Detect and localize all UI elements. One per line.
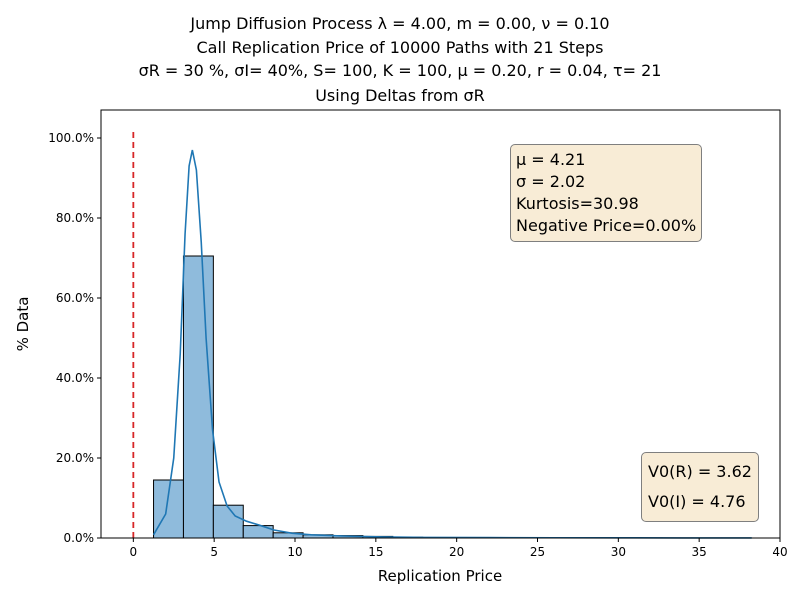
stats-box: μ = 4.21 σ = 2.02 Kurtosis=30.98 Negativ… [510, 144, 703, 242]
x-axis-label: Replication Price [378, 567, 502, 585]
y-tick-label: 60.0% [56, 291, 94, 305]
y-tick-label: 40.0% [56, 371, 94, 385]
x-tick-label: 30 [611, 545, 626, 559]
title-line-1-text: Jump Diffusion Process λ = 4.00, m = 0.0… [190, 14, 610, 33]
title-line-4: Using Deltas from σR [0, 86, 800, 105]
histogram-bar [153, 479, 184, 539]
stats-mean: μ = 4.21 [516, 150, 586, 169]
price-box: V0(R) = 3.62 V0(I) = 4.76 [641, 452, 759, 522]
histogram-bar [182, 255, 214, 539]
title-line-3-text: σR = 30 %, σI= 40%, S= 100, K = 100, μ =… [138, 61, 662, 80]
x-ticks-layer: 0 5 10 15 20 25 30 35 40 [130, 538, 788, 559]
bars-layer [153, 255, 753, 539]
x-tick-label: 40 [772, 545, 787, 559]
stats-kurtosis: Kurtosis=30.98 [516, 194, 639, 213]
y-tick-label: 0.0% [64, 531, 95, 545]
y-axis-label: % Data [14, 297, 32, 352]
x-tick-label: 15 [368, 545, 383, 559]
y-tick-label: 20.0% [56, 451, 94, 465]
title-line-2: Call Replication Price of 10000 Paths wi… [0, 38, 800, 57]
y-tick-label: 100.0% [48, 131, 94, 145]
x-tick-label: 0 [130, 545, 138, 559]
x-tick-label: 35 [692, 545, 707, 559]
title-line-2-text: Call Replication Price of 10000 Paths wi… [196, 38, 604, 57]
title-line-3: σR = 30 %, σI= 40%, S= 100, K = 100, μ =… [0, 61, 800, 80]
y-tick-label: 80.0% [56, 211, 94, 225]
plot-frame [100, 109, 781, 539]
title-line-1: Jump Diffusion Process λ = 4.00, m = 0.0… [0, 14, 800, 33]
histogram-bar [212, 504, 244, 539]
price-realized-vol: V0(R) = 3.62 [648, 462, 752, 481]
x-tick-label: 10 [287, 545, 302, 559]
x-tick-label: 25 [530, 545, 545, 559]
x-tick-label: 20 [449, 545, 464, 559]
y-ticks-layer: 0.0% 20.0% 40.0% 60.0% 80.0% 100.0% [48, 131, 101, 545]
stats-std: σ = 2.02 [516, 172, 586, 191]
stats-negative-price: Negative Price=0.00% [516, 216, 697, 235]
price-implied-vol: V0(I) = 4.76 [648, 492, 746, 511]
title-line-4-text: Using Deltas from σR [315, 86, 485, 105]
x-tick-label: 5 [210, 545, 218, 559]
